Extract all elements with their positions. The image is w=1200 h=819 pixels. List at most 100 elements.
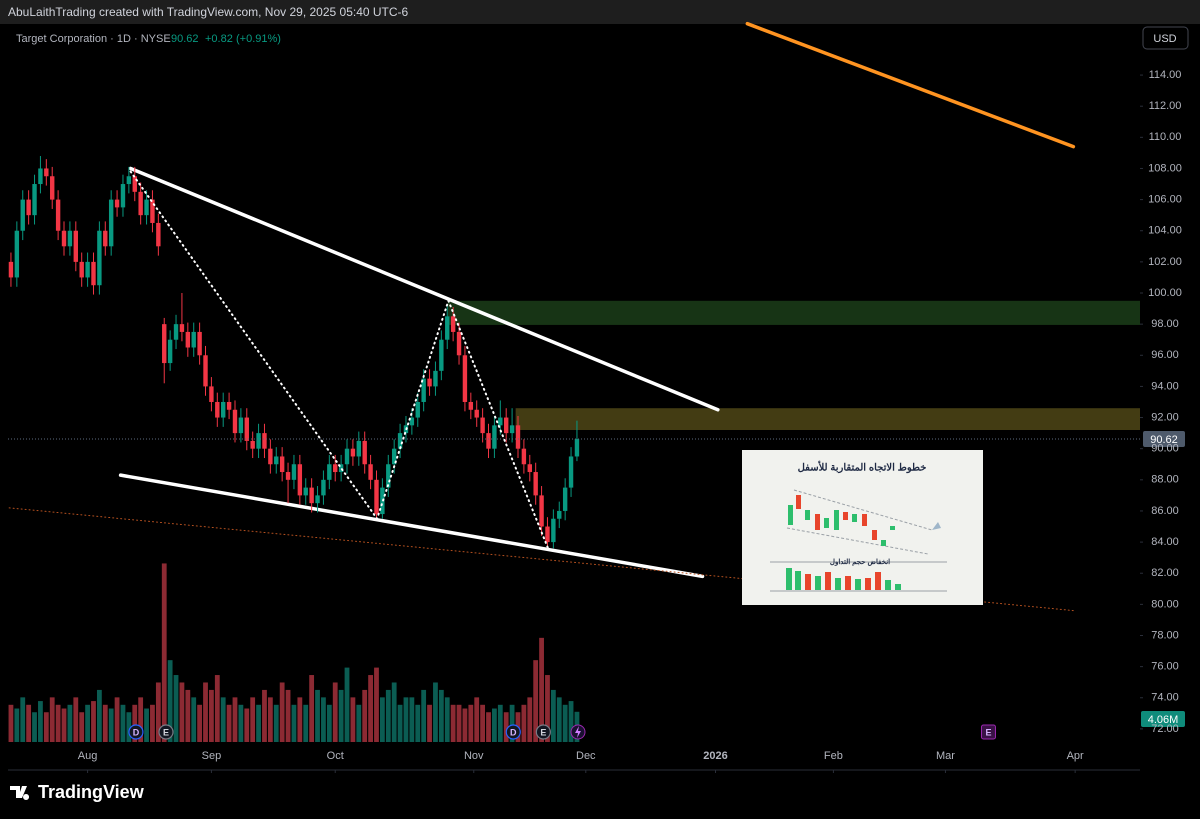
volume-bar [179, 682, 185, 742]
volume-bar [462, 708, 468, 742]
volume-bar [279, 682, 285, 742]
volume-bar [73, 697, 79, 742]
x-tick-label: 2026 [703, 750, 727, 762]
y-tick-label: 82.00 [1151, 567, 1179, 579]
candle-body [85, 261, 90, 278]
trendline [118, 473, 705, 579]
volume-bar [167, 660, 173, 742]
x-tick-label: Dec [576, 750, 596, 762]
volume-bar [43, 712, 49, 742]
volume-bar [533, 660, 539, 742]
volume-bar [232, 697, 238, 742]
candle-body [156, 222, 161, 247]
volume-bar [132, 704, 138, 742]
candle-body [61, 230, 67, 247]
candle-body [480, 417, 485, 434]
inset-image: خطوط الاتجاه المتقاربة للأسفل انخفاض حجم… [742, 450, 983, 605]
y-tick-label: 114.00 [1149, 69, 1182, 81]
candle-body [386, 464, 391, 488]
candle-body [167, 339, 173, 364]
event-marker-label: E [985, 727, 991, 737]
candle-body [344, 448, 350, 465]
x-tick-label: Feb [824, 750, 843, 762]
volume-bar [521, 704, 527, 742]
candle-body [509, 425, 515, 434]
candle-body [44, 168, 49, 177]
y-tick-label: 74.00 [1151, 692, 1179, 704]
volume-bar [138, 697, 144, 742]
volume-bar [108, 708, 114, 742]
candle-body [368, 464, 373, 480]
candle-body [215, 401, 220, 418]
x-tick-label: Oct [327, 750, 344, 762]
trendline [745, 21, 1076, 149]
volume-bar [297, 697, 303, 742]
volume-bar [126, 712, 132, 742]
candle-body [185, 331, 191, 348]
event-marker-label: E [163, 727, 169, 737]
volume-label: 4.06M [1148, 714, 1179, 726]
volume-bar [486, 712, 491, 742]
y-tick-label: 112.00 [1149, 100, 1182, 112]
candle-body [539, 495, 544, 527]
x-tick-label: Apr [1067, 750, 1084, 762]
inset-title: خطوط الاتجاه المتقاربة للأسفل [798, 462, 927, 474]
candle-body [333, 464, 338, 473]
candle-body [362, 440, 367, 465]
candle-body [474, 409, 479, 418]
inset-caption: انخفاض حجم التداول [830, 558, 890, 566]
volume-bar [291, 704, 297, 742]
volume-bar [209, 689, 214, 742]
y-tick-label: 98.00 [1151, 318, 1179, 330]
brand-logo [10, 786, 30, 800]
y-tick-label: 100.00 [1148, 287, 1182, 299]
candle-body [26, 199, 31, 216]
y-tick-label: 92.00 [1151, 411, 1179, 423]
candle-body [409, 417, 415, 426]
volume-bar [120, 704, 126, 742]
volume-bar [492, 708, 497, 742]
volume-bar [421, 689, 427, 742]
volume-bar [568, 701, 574, 742]
event-marker [158, 724, 174, 740]
candle-body [14, 230, 20, 278]
candle-body [226, 401, 232, 410]
candle-body [492, 425, 497, 449]
volume-bar [262, 689, 267, 742]
candle-body [557, 510, 562, 519]
quote-change-pct: (+0.91%) [236, 33, 281, 45]
candle-body [338, 464, 344, 473]
volume-bar [427, 704, 432, 742]
currency-button[interactable] [1142, 26, 1189, 50]
candle-body [545, 526, 550, 543]
candle-body [197, 331, 202, 356]
y-tick-label: 76.00 [1151, 661, 1179, 673]
volume-bar [545, 675, 550, 742]
volume-bar [38, 701, 43, 742]
x-tick-label: Sep [202, 750, 222, 762]
volume-bar [155, 682, 161, 742]
candle-body [562, 487, 568, 511]
candle-body [32, 184, 37, 216]
candle-body [315, 495, 320, 504]
volume-bar [8, 704, 14, 742]
currency-label[interactable]: USD [1153, 33, 1176, 45]
volume-bar [102, 704, 108, 742]
volume-bar [509, 704, 515, 742]
volume-bar [20, 697, 26, 742]
zone [515, 408, 1140, 431]
volume-bar [85, 704, 90, 742]
volume-bar [26, 704, 32, 742]
candle-body [456, 331, 462, 356]
symbol-title: Target Corporation · 1D · NYSE [16, 33, 171, 45]
volume-bar [344, 667, 350, 742]
volume-box [1141, 711, 1185, 727]
candle-body [191, 331, 196, 348]
candle-body [238, 417, 244, 434]
y-tick-label: 104.00 [1148, 225, 1182, 237]
candle-body [391, 448, 397, 465]
candle-body [285, 472, 291, 480]
x-tick-label: Aug [78, 750, 98, 762]
volume-bar [450, 704, 456, 742]
candle-body [67, 230, 73, 247]
